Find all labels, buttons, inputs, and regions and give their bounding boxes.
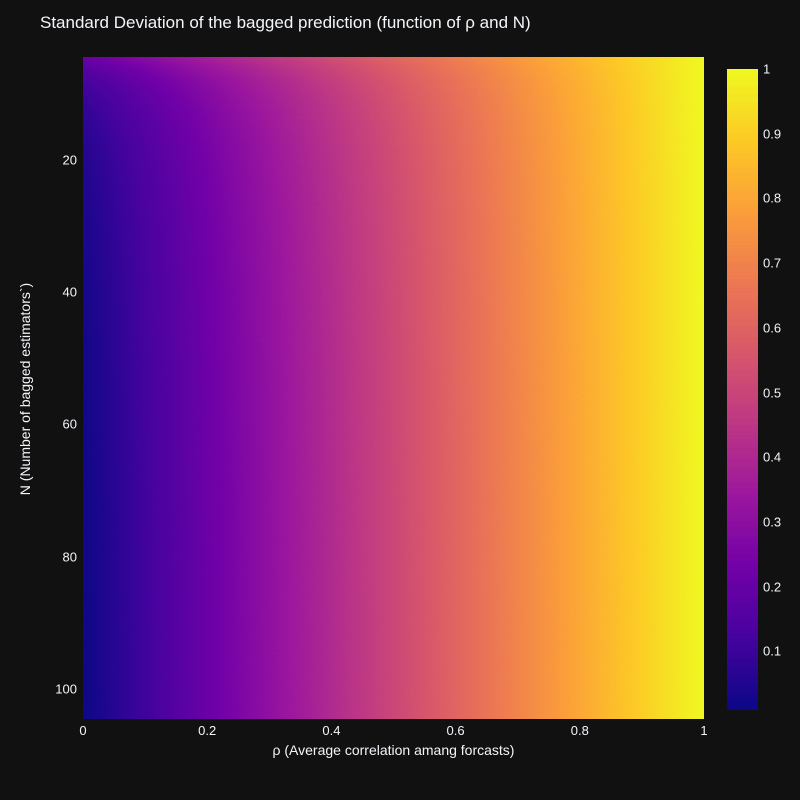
x-tick-label: 0.6 (447, 723, 465, 738)
colorbar-tick-label: 0.8 (763, 191, 781, 206)
y-tick-label: 40 (63, 285, 77, 300)
chart-title: Standard Deviation of the bagged predict… (40, 13, 531, 33)
colorbar-tick-label: 0.1 (763, 644, 781, 659)
colorbar-tick-label: 0.4 (763, 450, 781, 465)
y-tick-label: 20 (63, 152, 77, 167)
y-axis-label: N (Number of bagged estimators`) (17, 244, 33, 534)
y-tick-label: 60 (63, 417, 77, 432)
y-tick-label: 80 (63, 549, 77, 564)
x-tick-label: 0.2 (198, 723, 216, 738)
colorbar-tick-label: 0.7 (763, 256, 781, 271)
colorbar-tick-label: 0.5 (763, 385, 781, 400)
figure: Standard Deviation of the bagged predict… (0, 0, 800, 800)
x-tick-label: 1 (700, 723, 707, 738)
x-axis-label: ρ (Average correlation amang forcasts) (83, 742, 704, 758)
x-tick-label: 0.4 (322, 723, 340, 738)
colorbar-tick-label: 0.2 (763, 579, 781, 594)
x-tick-label: 0.8 (571, 723, 589, 738)
y-tick-label: 100 (55, 682, 77, 697)
colorbar-tick-label: 0.6 (763, 320, 781, 335)
colorbar-tick-label: 0.3 (763, 515, 781, 530)
colorbar (727, 69, 758, 710)
x-tick-label: 0 (79, 723, 86, 738)
colorbar-tick-label: 1 (763, 62, 770, 77)
heatmap-plot[interactable] (83, 57, 704, 719)
colorbar-tick-label: 0.9 (763, 126, 781, 141)
